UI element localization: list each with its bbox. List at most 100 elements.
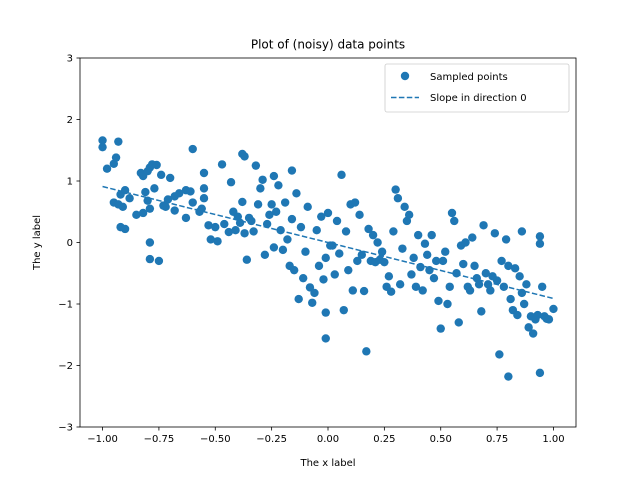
data-point [98,136,107,145]
x-tick-label: −0.50 [200,434,231,445]
data-point [398,244,407,253]
y-tick-label: 3 [67,54,73,65]
slope-line [102,185,554,300]
x-tick-label: −0.75 [144,434,175,445]
data-point [321,334,330,343]
data-point [461,238,470,247]
data-point [350,198,360,207]
data-point [441,247,450,256]
data-point [161,202,170,212]
data-point [217,160,227,169]
data-point [317,212,326,221]
data-point [199,168,209,178]
data-point [528,329,538,338]
data-point [384,272,394,281]
data-point [111,153,121,162]
data-point [479,221,488,230]
data-point [145,204,155,213]
data-point [474,280,484,289]
data-point [506,294,515,304]
data-point [287,214,297,224]
data-point [211,222,220,232]
data-point [271,207,281,216]
data-point [432,256,441,266]
data-point [251,161,261,170]
x-tick-label: −0.25 [256,434,287,445]
data-point [289,265,299,275]
data-point [125,194,134,203]
data-point [258,175,267,184]
data-point [321,308,330,317]
legend-marker-sampled-points [400,71,410,81]
data-point [339,305,348,315]
data-point [348,286,357,295]
data-point [242,255,252,264]
data-point [260,250,270,259]
data-point [154,256,164,266]
data-point [535,232,545,241]
data-point [490,229,500,238]
data-point [373,238,382,247]
data-point [359,286,369,296]
data-point [199,184,209,193]
y-tick-label: −2 [58,361,73,372]
data-point [213,237,222,246]
data-point [226,178,236,187]
data-point [450,216,459,226]
data-point [468,233,477,242]
data-point [175,189,184,198]
data-point [544,315,554,324]
x-tick-label: 0.50 [430,434,452,445]
data-point [427,230,436,240]
data-point [301,247,310,256]
plot-area [98,136,558,381]
y-tick-label: 0 [67,238,73,249]
data-point [303,202,312,212]
data-point [429,273,439,283]
data-point [199,194,209,203]
data-point [344,265,353,275]
data-point [267,200,276,209]
data-point [447,208,457,218]
data-point [292,189,301,198]
data-point [341,227,351,236]
data-point [418,286,427,295]
data-point [114,137,123,146]
y-tick-label: −3 [58,423,73,434]
data-point [312,226,321,235]
data-point [454,318,463,327]
x-axis: −1.00 −0.75 −0.50 −0.25 0.00 0.25 0.50 0.75 1.00 [87,427,565,445]
data-point [337,170,346,180]
data-point [413,230,423,240]
data-point [287,166,297,175]
data-point [522,280,531,289]
data-point [181,213,191,223]
data-point [533,310,542,320]
data-point [253,200,263,209]
x-tick-label: 0.75 [486,434,508,445]
data-point [120,224,130,234]
data-point [404,210,414,220]
data-point [409,253,418,263]
data-point [145,238,155,247]
data-point [165,173,175,183]
data-point [535,368,545,378]
data-point [224,227,233,237]
data-point [308,298,317,307]
data-point [249,227,258,236]
data-point [549,304,558,314]
y-axis: −3 −2 −1 0 1 2 3 [58,54,80,434]
legend-label-sampled-points: Sampled points [430,72,508,83]
data-point [206,235,215,244]
data-point [231,226,240,235]
data-point [400,202,409,212]
data-point [310,288,319,298]
data-point [269,243,279,252]
data-point [204,221,213,230]
data-point [452,269,461,278]
data-point [305,283,315,292]
y-tick-label: 1 [67,177,73,188]
data-point [355,210,364,220]
data-point [170,206,179,215]
data-point [362,347,371,356]
